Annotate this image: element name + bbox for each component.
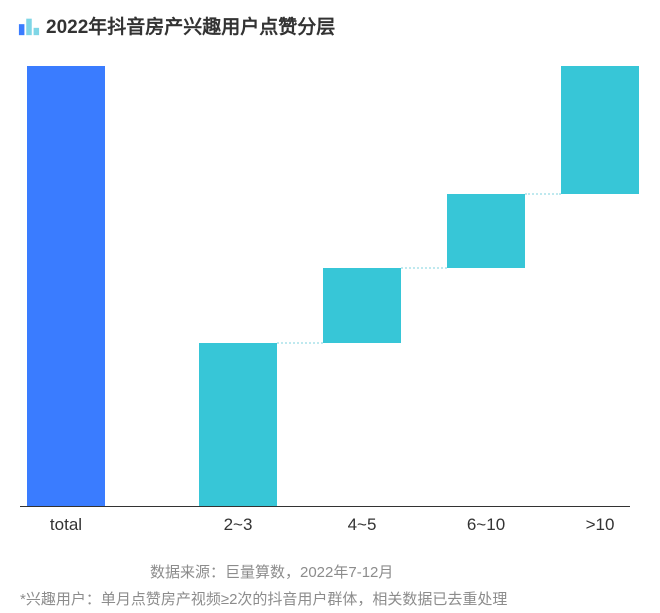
connector [401,267,447,269]
x-label: 2~3 [224,515,253,535]
bar->10 [561,66,639,194]
x-label: 6~10 [467,515,505,535]
bar-2~3 [199,343,277,506]
connector [525,193,561,195]
x-label: >10 [586,515,615,535]
x-label: total [50,515,82,535]
bar-total [27,66,105,506]
chart-title: 2022年抖音房产兴趣用户点赞分层 [46,12,335,39]
bars-icon [18,15,40,37]
x-axis: total 2~3 4~5 6~10 >10 [20,515,630,539]
bar-6~10 [447,194,525,269]
x-label: 4~5 [348,515,377,535]
waterfall-chart [20,67,630,507]
bar-4~5 [323,268,401,343]
chart-title-bar: 2022年抖音房产兴趣用户点赞分层 [0,0,660,47]
data-source-line: 数据来源：巨量算数，2022年7-12月 [20,561,640,582]
chart-footer: 数据来源：巨量算数，2022年7-12月 *兴趣用户：单月点赞房产视频≥2次的抖… [20,561,640,609]
connector [277,342,323,344]
footnote-line: *兴趣用户：单月点赞房产视频≥2次的抖音用户群体，相关数据已去重处理 [20,588,640,609]
